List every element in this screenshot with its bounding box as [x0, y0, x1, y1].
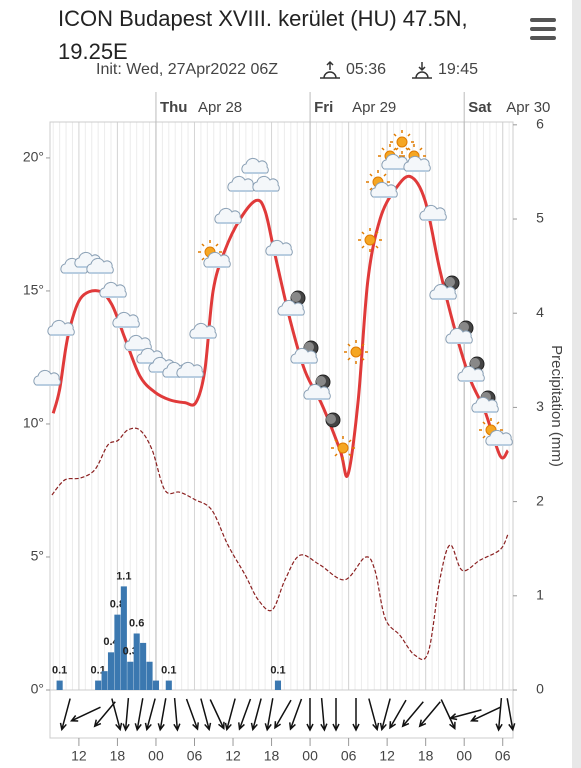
sunrise-icon: [320, 60, 340, 79]
precip-bar: [127, 661, 134, 690]
x-tick-label: 06: [495, 748, 511, 764]
y2-tick-label: 1: [536, 587, 544, 603]
precip-bar: [146, 661, 153, 690]
x-tick-label: 12: [71, 748, 87, 764]
day-date: Apr 30: [506, 99, 550, 116]
x-tick-label: 18: [110, 748, 126, 764]
precip-bar: [140, 642, 147, 690]
wind-arrows: [58, 696, 517, 732]
day-date: Apr 28: [198, 99, 242, 116]
y-tick-label: 20°: [23, 149, 44, 165]
precip-bar: [152, 680, 160, 690]
day-date: Apr 29: [352, 99, 396, 116]
day-label: Thu: [160, 99, 188, 116]
y2-tick-label: 5: [536, 210, 544, 226]
x-tick-label: 18: [418, 748, 434, 764]
precip-bar: [120, 586, 127, 690]
bar-label: 0.1: [161, 664, 176, 676]
x-tick-label: 12: [225, 748, 241, 764]
y2-axis-label: Precipitation (mm): [548, 345, 565, 467]
precip-bar: [95, 680, 102, 690]
scrollbar: [572, 0, 581, 768]
wind-frame: [49, 689, 514, 739]
precip-bar: [56, 680, 63, 690]
x-tick-label: 00: [302, 748, 318, 764]
y-tick-label: 10°: [23, 415, 44, 431]
weather-icons: [32, 129, 514, 461]
precip-bar: [101, 671, 108, 690]
bar-label: 0.1: [270, 664, 285, 676]
y2-tick-label: 3: [536, 398, 544, 414]
dashed-line: [51, 427, 509, 661]
x-tick-label: 12: [379, 748, 395, 764]
precip-bar: [114, 614, 121, 690]
x-tick-label: 18: [264, 748, 280, 764]
y2-tick-label: 4: [536, 304, 544, 320]
day-label: Fri: [314, 99, 333, 116]
x-tick-label: 00: [148, 748, 164, 764]
precip-bar: [107, 652, 115, 690]
sunset-time: 19:45: [438, 61, 478, 78]
y2-tick-label: 6: [536, 116, 544, 132]
sunrise-time: 05:36: [346, 61, 386, 78]
y-tick-label: 15°: [23, 282, 44, 298]
sunset-icon: [412, 62, 432, 79]
grid: [52, 122, 510, 690]
y-tick-label: 5°: [31, 548, 44, 564]
title: ICON Budapest XVIII. kerület (HU) 47.5N,…: [58, 6, 468, 64]
x-tick-label: 06: [341, 748, 357, 764]
x-tick-label: 06: [187, 748, 203, 764]
precip-bar: [274, 680, 282, 690]
precip-bar: [133, 633, 140, 690]
y-tick-label: 0°: [31, 681, 44, 697]
day-label: Sat: [468, 99, 491, 116]
bar-label: 1.1: [116, 570, 131, 582]
menu-icon[interactable]: [530, 18, 556, 40]
x-tick-label: 00: [456, 748, 472, 764]
bar-label: 0.6: [129, 617, 144, 629]
precip-bar: [165, 680, 172, 690]
init-text: Init: Wed, 27Apr2022 06Z: [96, 61, 278, 78]
y2-tick-label: 2: [536, 492, 544, 508]
y2-tick-label: 0: [536, 681, 544, 697]
bar-label: 0.1: [52, 664, 67, 676]
